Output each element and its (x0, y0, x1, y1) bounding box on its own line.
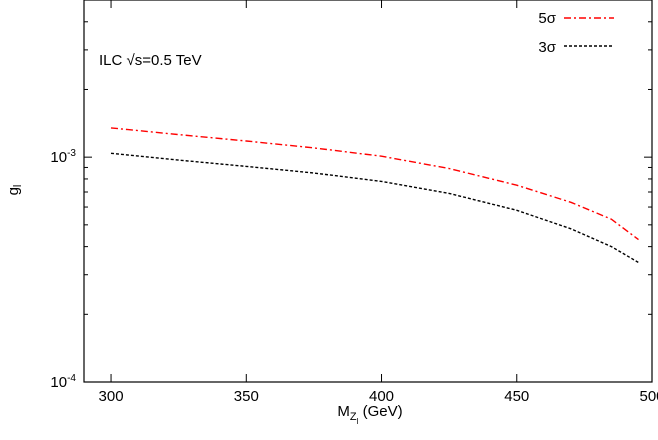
legend: 5σ 3σ (538, 10, 614, 56)
x-axis-label: MZl (GeV) (337, 403, 402, 426)
legend-label-3sigma: 3σ (538, 39, 556, 56)
x-tick-label: 300 (99, 388, 124, 405)
series-lines (110, 127, 639, 264)
x-tick-label: 400 (369, 388, 394, 405)
legend-label-5sigma: 5σ (538, 10, 556, 27)
plot-border (83, 0, 653, 383)
x-tick-label: 450 (504, 388, 529, 405)
series-line-3sigma (110, 152, 639, 264)
plot-frame (83, 0, 653, 383)
x-tick-label: 350 (234, 388, 259, 405)
y-axis-label: gl (5, 185, 24, 196)
axis-ticks: 300 350 400 450 500 10-3 10-4 (50, 0, 658, 405)
series-line-5sigma (110, 127, 639, 241)
y-tick-label: 10-3 (50, 148, 76, 166)
y-tick-label: 10-4 (50, 373, 76, 391)
annotation-label: ILC √s=0.5 TeV (99, 52, 202, 69)
x-tick-label: 500 (639, 388, 658, 405)
